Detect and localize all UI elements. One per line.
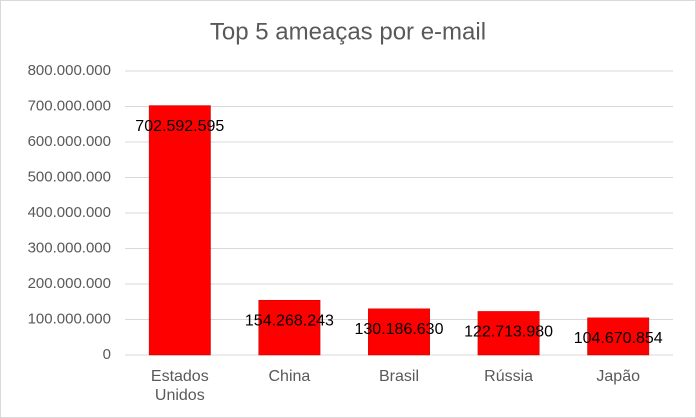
y-tick-label: 300.000.000 <box>28 239 111 256</box>
data-label: 154.268.243 <box>245 312 334 329</box>
bar <box>587 317 650 356</box>
bar <box>477 311 540 356</box>
data-label: 130.186.630 <box>355 321 444 338</box>
x-tick-label: Estados Unidos <box>150 368 209 404</box>
x-tick-label: Rússia <box>484 368 534 385</box>
bar <box>148 105 211 356</box>
bar <box>258 299 321 356</box>
x-tick-label: Brasil <box>378 368 419 385</box>
x-tick-label: China <box>268 368 311 385</box>
y-tick-label: 400.000.000 <box>28 204 111 221</box>
y-tick-label: 200.000.000 <box>28 275 111 292</box>
x-tick-label: Japão <box>596 368 640 385</box>
data-label: 702.592.595 <box>135 118 224 135</box>
bar <box>368 308 430 356</box>
y-tick-label: 700.000.000 <box>28 97 111 114</box>
y-tick-label: 100.000.000 <box>28 310 111 327</box>
y-tick-label: 800.000.000 <box>28 62 111 79</box>
chart-title: Top 5 ameaças por e-mail <box>210 18 486 45</box>
y-tick-label: 600.000.000 <box>28 133 111 150</box>
y-tick-label: 500.000.000 <box>28 168 111 185</box>
y-tick-label: 0 <box>103 346 111 363</box>
data-label: 122.713.980 <box>464 324 553 341</box>
data-label: 104.670.854 <box>574 330 663 347</box>
